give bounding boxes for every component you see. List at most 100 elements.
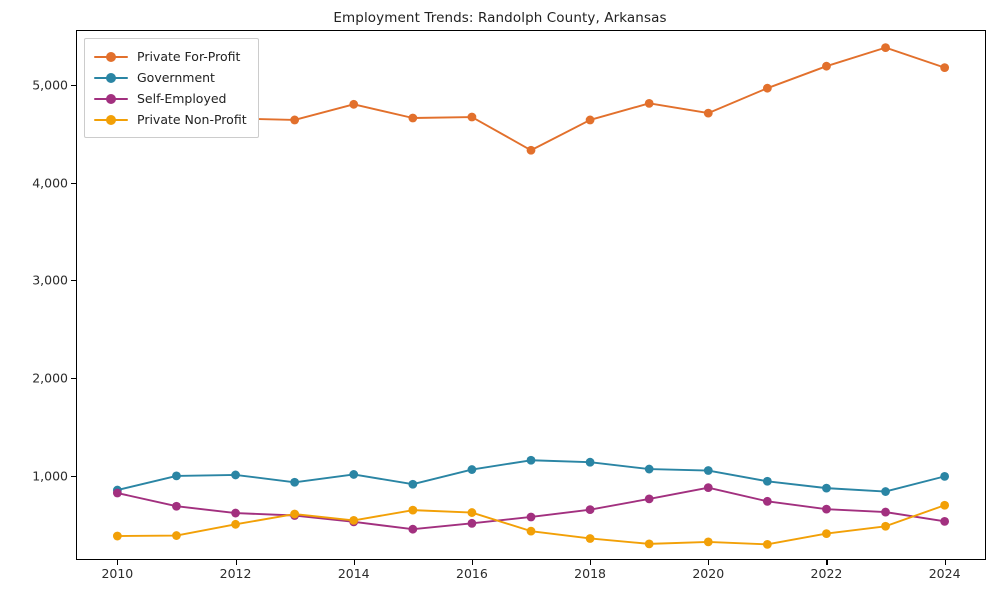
data-point-marker [940,516,950,526]
data-point-marker [940,63,950,73]
data-point-marker [172,501,181,511]
data-point-marker [822,504,831,514]
data-point-marker [526,145,536,155]
x-axis-tick-label: 2022 [810,566,843,581]
series-private-non-profit [112,500,950,549]
legend-swatch-icon [94,50,128,64]
data-point-marker [408,524,418,534]
data-point-marker [822,61,831,71]
data-point-marker [881,43,890,52]
data-point-marker [940,500,950,510]
legend-item[interactable]: Self-Employed [94,88,247,109]
data-point-marker [644,494,654,504]
data-point-marker [467,508,477,517]
x-axis-tick-label: 2012 [219,566,252,581]
x-axis-tick-mark [235,560,237,565]
data-point-marker [172,471,181,481]
x-axis-tick-mark [708,560,710,565]
data-point-marker [703,466,713,475]
chart-title: Employment Trends: Randolph County, Arka… [333,10,667,26]
legend-label: Self-Employed [137,91,227,106]
legend-swatch-icon [94,71,128,85]
data-point-marker [231,519,240,529]
y-axis-tick-label: 3,000 [32,272,68,288]
x-axis-tick-label: 2014 [337,566,370,581]
data-point-marker [703,483,713,493]
data-point-marker [881,521,890,531]
data-point-marker [408,505,418,515]
series-line [116,459,946,493]
data-point-marker [940,471,950,481]
data-point-marker [703,537,713,547]
legend-label: Private For-Profit [137,49,241,64]
data-point-marker [349,99,359,109]
y-axis-tick-mark [71,280,76,282]
data-point-marker [762,539,772,549]
legend-swatch-icon [94,113,128,127]
x-axis-tick-mark [353,560,355,565]
data-point-marker [762,83,772,93]
x-axis-tick-label: 2018 [574,566,606,581]
data-point-marker [822,529,831,538]
data-point-marker [290,477,300,487]
x-axis-tick-label: 2020 [692,566,725,581]
legend-item[interactable]: Government [94,67,247,88]
x-axis-tick-label: 2010 [101,566,134,581]
data-point-marker [881,487,890,496]
y-axis-tick-label: 2,000 [32,370,68,386]
data-point-marker [408,479,418,489]
y-axis-tick-mark [71,475,76,477]
y-axis-tick-mark [71,378,76,380]
data-point-marker [526,455,536,465]
legend-label: Private Non-Profit [137,112,247,127]
data-point-marker [762,496,772,506]
series-government [112,455,950,496]
data-point-marker [585,534,595,543]
legend-item[interactable]: Private Non-Profit [94,109,247,130]
data-point-marker [526,526,536,536]
data-point-marker [762,476,772,486]
data-point-marker [290,509,300,519]
x-axis-tick-label: 2024 [928,566,961,581]
data-point-marker [644,464,654,474]
y-axis-tick-mark [71,84,76,86]
y-axis-tick-label: 1,000 [32,468,68,484]
data-point-marker [822,483,831,493]
legend-swatch-icon [94,92,128,106]
data-point-marker [408,113,418,123]
data-point-marker [526,512,536,522]
y-axis-tick-label: 5,000 [32,77,68,93]
data-point-marker [349,470,359,479]
data-point-marker [112,531,122,541]
data-point-marker [881,507,890,517]
y-axis-tick-mark [71,182,76,184]
legend-label: Government [137,70,215,85]
x-axis-tick-mark [117,560,119,565]
chart-legend: Private For-Profit Government Self-Employe… [84,38,259,138]
x-axis-tick-mark [590,560,592,565]
x-axis-tick-mark [471,560,473,565]
data-point-marker [467,518,477,528]
data-point-marker [231,508,240,518]
data-point-marker [585,115,595,125]
data-point-marker [585,457,595,467]
data-point-marker [644,539,654,549]
data-point-marker [703,108,713,118]
data-point-marker [467,112,477,122]
data-point-marker [644,98,654,108]
data-point-marker [172,531,181,540]
data-point-marker [349,516,359,525]
data-point-marker [585,505,595,515]
legend-item[interactable]: Private For-Profit [94,46,247,67]
x-axis-tick-mark [944,560,946,565]
plot-area [76,30,986,560]
x-axis-tick-label: 2016 [456,566,488,581]
data-point-marker [467,465,477,474]
data-point-marker [290,115,300,125]
x-axis-tick-mark [826,560,828,565]
series-line [116,504,946,546]
data-point-marker [231,470,240,480]
data-point-marker [112,488,122,498]
